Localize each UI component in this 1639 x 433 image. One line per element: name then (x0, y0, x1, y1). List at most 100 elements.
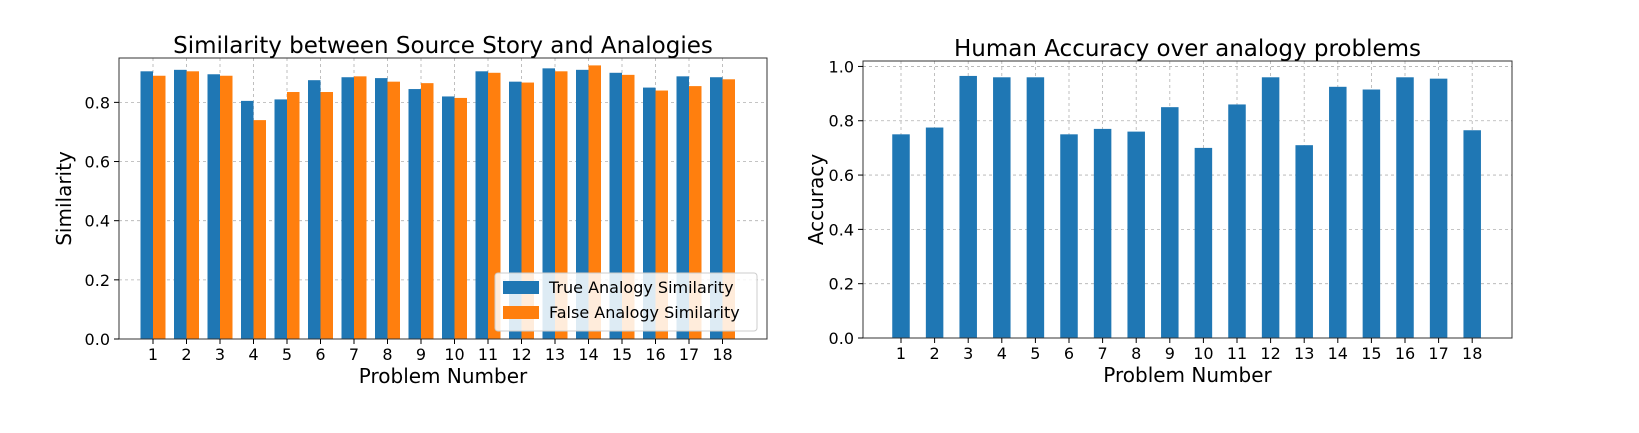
y-axis-label: Similarity (52, 151, 76, 246)
x-tick-label: 4 (997, 344, 1007, 363)
x-tick-label: 3 (215, 345, 225, 364)
chart-title: Human Accuracy over analogy problems (954, 36, 1421, 62)
x-axis-label: Problem Number (1103, 363, 1272, 387)
x-axis-ticks: 1 2 3 4 5 6 7 8 9 10 11 12 13 14 15 16 17 18 (896, 338, 1482, 363)
x-tick-label: 10 (1193, 344, 1213, 363)
bar-series-1-problem-3 (207, 74, 220, 339)
bar-series-2-problem-5 (287, 92, 300, 339)
x-tick-label: 1 (896, 344, 906, 363)
bar-series-1-problem-14 (576, 69, 589, 340)
accuracy-chart: 0.00.20.40.60.81.0 1 2 3 4 5 6 7 8 9 10 11 12 13 14 15… (804, 36, 1513, 387)
similarity-chart: 0.00.20.40.60.8 1 2 3 4 5 6 7 8 9 10 11 12 13 14 15 16 1… (52, 33, 768, 388)
bar-series-2-problem-4 (253, 120, 266, 340)
bar-problem-7 (1093, 128, 1112, 338)
plot-frame (862, 60, 1513, 339)
x-tick-label: 13 (1294, 344, 1314, 363)
bar-series-2-problem-11 (488, 72, 501, 339)
bar-series-2-problem-8 (387, 81, 400, 340)
bar-series-1-problem-4 (241, 100, 254, 340)
y-tick-label: 0.4 (85, 212, 110, 231)
bar-problem-11 (1228, 104, 1246, 338)
legend-label: True Analogy Similarity (548, 278, 734, 297)
x-tick-label: 16 (1395, 344, 1415, 363)
bar-problem-14 (1329, 86, 1347, 339)
x-tick-label: 12 (1260, 344, 1280, 363)
y-axis-ticks: 0.0 0.2 0.4 0.6 0.8 1.0 (829, 57, 863, 348)
bar-problem-6 (1060, 134, 1078, 338)
y-tick-label: 0.8 (85, 93, 110, 112)
y-tick-label: 0.8 (829, 112, 854, 131)
bar-problem-2 (925, 127, 944, 338)
bar-series-1-problem-7 (341, 77, 354, 339)
bars (892, 75, 1481, 339)
bar-series-1-problem-6 (308, 80, 321, 340)
bar-problem-3 (959, 75, 977, 338)
bar-series-1-problem-2 (174, 69, 187, 340)
bar-problem-15 (1362, 89, 1381, 338)
bar-series-2-problem-2 (186, 71, 199, 340)
x-tick-label: 8 (382, 345, 392, 364)
bar-series-2-problem-7 (354, 76, 367, 339)
bar-problem-9 (1161, 107, 1179, 339)
x-tick-label: 18 (712, 345, 732, 364)
x-tick-label: 13 (545, 345, 565, 364)
y-tick-label: 0.0 (85, 330, 110, 349)
x-tick-label: 2 (930, 344, 940, 363)
x-tick-label: 18 (1462, 344, 1482, 363)
x-tick-label: 9 (416, 345, 426, 364)
legend-box (494, 272, 758, 332)
bar-series-1-problem-8 (375, 78, 388, 340)
bar-series-1-problem-11 (475, 71, 488, 340)
plot-frame (118, 57, 768, 340)
legend: True Analogy Similarity False Analogy Sim… (494, 272, 758, 332)
legend-label: False Analogy Similarity (549, 303, 740, 322)
chart-title: Similarity between Source Story and Anal… (173, 33, 713, 59)
bar-problem-10 (1194, 147, 1213, 338)
y-tick-label: 0.6 (85, 153, 110, 172)
x-tick-label: 7 (349, 345, 359, 364)
x-tick-label: 5 (282, 345, 292, 364)
x-tick-label: 9 (1165, 344, 1175, 363)
x-tick-label: 17 (1428, 344, 1448, 363)
legend-swatch (503, 306, 539, 319)
x-tick-label: 15 (1361, 344, 1381, 363)
x-tick-label: 6 (1064, 344, 1074, 363)
x-tick-label: 14 (1328, 344, 1348, 363)
y-axis-label: Accuracy (804, 154, 828, 245)
bar-problem-18 (1463, 130, 1481, 338)
bar-series-2-problem-3 (220, 75, 233, 339)
y-tick-label: 0.4 (829, 220, 854, 239)
x-tick-label: 5 (1030, 344, 1040, 363)
bar-problem-1 (892, 134, 910, 338)
x-tick-label: 2 (181, 345, 191, 364)
bar-series-2-problem-1 (153, 75, 166, 339)
x-tick-label: 11 (1227, 344, 1247, 363)
bar-problem-12 (1261, 77, 1280, 338)
x-tick-label: 15 (612, 345, 632, 364)
y-tick-label: 0.0 (829, 329, 854, 348)
bar-series-1-problem-5 (274, 99, 287, 340)
y-tick-label: 1.0 (829, 57, 854, 76)
bar-series-2-problem-14 (588, 65, 601, 339)
bar-problem-5 (1026, 77, 1045, 338)
bar-series-2-problem-10 (454, 97, 467, 339)
x-tick-label: 8 (1131, 344, 1141, 363)
bar-problem-8 (1127, 131, 1145, 338)
x-tick-label: 12 (511, 345, 531, 364)
x-tick-label: 14 (578, 345, 598, 364)
x-tick-label: 3 (963, 344, 973, 363)
x-tick-label: 4 (248, 345, 258, 364)
bar-problem-13 (1295, 145, 1313, 338)
bar-series-1-problem-1 (140, 71, 153, 340)
y-axis-ticks: 0.0 0.2 0.4 0.6 0.8 (85, 93, 119, 349)
bar-series-1-problem-13 (542, 68, 555, 339)
bar-series-2-problem-6 (320, 92, 333, 339)
bar-problem-4 (993, 77, 1011, 338)
bar-series-2-problem-9 (421, 83, 434, 339)
bar-problem-16 (1396, 77, 1414, 338)
y-tick-label: 0.2 (829, 275, 854, 294)
x-axis-ticks: 1 2 3 4 5 6 7 8 9 10 11 12 13 14 15 16 17 18 (148, 339, 733, 364)
x-tick-label: 1 (148, 345, 158, 364)
x-tick-label: 16 (645, 345, 665, 364)
x-tick-label: 7 (1098, 344, 1108, 363)
